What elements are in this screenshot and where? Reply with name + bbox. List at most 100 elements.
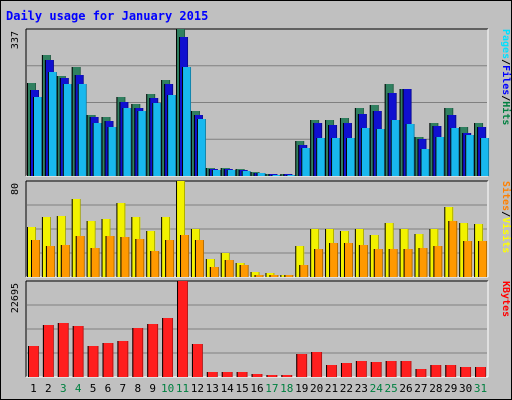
x-tick-label-4: 4 <box>75 382 82 395</box>
x-tick-label-9: 9 <box>149 382 156 395</box>
chart-title: Daily usage for January 2015 <box>6 9 208 23</box>
bar-pages-18 <box>286 175 296 176</box>
x-tick-label-28: 28 <box>429 382 442 395</box>
x-tick-label-13: 13 <box>206 382 219 395</box>
bar-pages-14 <box>226 170 236 176</box>
x-tick-label-18: 18 <box>280 382 293 395</box>
bar-pages-4 <box>77 84 87 176</box>
bar-sites-19 <box>299 265 309 277</box>
bar-kbytes-16 <box>251 374 263 377</box>
bar-pages-31 <box>480 138 490 176</box>
bar-sites-13 <box>209 267 219 277</box>
bar-sites-20 <box>314 249 324 277</box>
bar-kbytes-20 <box>311 352 323 377</box>
bar-kbytes-31 <box>475 367 486 377</box>
bar-visits-11 <box>176 181 186 277</box>
bar-kbytes-9 <box>147 324 159 377</box>
legend-entry: / <box>500 59 511 65</box>
bar-pages-30 <box>465 135 475 176</box>
bar-kbytes-12 <box>191 344 203 377</box>
bar-kbytes-11 <box>177 281 188 377</box>
legend-visits_sites: Sites/Visits <box>500 181 512 253</box>
bar-pages-12 <box>196 119 206 176</box>
x-tick-label-25: 25 <box>385 382 398 395</box>
bar-kbytes-24 <box>370 362 382 377</box>
bar-sites-21 <box>329 243 339 277</box>
x-tick-label-14: 14 <box>221 382 235 395</box>
bar-pages-7 <box>122 108 132 176</box>
bar-kbytes-27 <box>415 369 427 377</box>
bar-pages-20 <box>316 138 326 176</box>
bar-pages-21 <box>331 138 341 176</box>
bar-kbytes-25 <box>385 361 397 377</box>
bar-sites-16 <box>254 275 264 277</box>
bar-pages-13 <box>211 170 221 176</box>
bar-sites-31 <box>478 241 488 277</box>
legend-hits_files_pages: Pages/Files/Hits <box>500 29 512 125</box>
bar-sites-7 <box>120 237 130 277</box>
x-tick-label-29: 29 <box>444 382 457 395</box>
bar-visits-19 <box>295 246 305 277</box>
bar-pages-6 <box>107 127 117 176</box>
x-tick-label-27: 27 <box>414 382 427 395</box>
bar-pages-25 <box>390 120 400 176</box>
bar-pages-23 <box>360 128 370 176</box>
bar-sites-1 <box>31 240 40 277</box>
bar-kbytes-15 <box>236 372 248 377</box>
x-tick-label-1: 1 <box>30 382 37 395</box>
x-tick-label-30: 30 <box>459 382 472 395</box>
bar-kbytes-30 <box>460 367 472 377</box>
bar-sites-25 <box>388 249 398 277</box>
bar-sites-18 <box>284 275 294 277</box>
bar-pages-24 <box>375 129 385 176</box>
legend-entry: Hits <box>500 101 512 125</box>
bar-pages-16 <box>256 173 266 176</box>
bar-sites-6 <box>105 236 115 277</box>
bar-kbytes-5 <box>87 346 99 377</box>
bar-sites-12 <box>194 240 204 277</box>
bar-sites-23 <box>358 245 368 277</box>
bar-pages-10 <box>167 95 177 176</box>
x-tick-label-24: 24 <box>370 382 384 395</box>
bar-kbytes-8 <box>132 328 144 377</box>
legend-entry: / <box>500 95 511 101</box>
x-tick-label-8: 8 <box>134 382 141 395</box>
bar-visits-16 <box>250 272 260 277</box>
bar-sites-26 <box>403 249 413 277</box>
bar-pages-15 <box>241 171 251 176</box>
bar-sites-5 <box>90 248 100 277</box>
bar-pages-9 <box>152 103 162 176</box>
x-tick-label-16: 16 <box>250 382 263 395</box>
bar-pages-11 <box>182 67 192 176</box>
bar-sites-8 <box>135 239 145 277</box>
bar-pages-8 <box>137 111 147 176</box>
bar-pages-22 <box>345 138 355 176</box>
bar-kbytes-4 <box>72 326 84 377</box>
bar-kbytes-6 <box>102 343 114 377</box>
x-tick-label-3: 3 <box>60 382 67 395</box>
bar-kbytes-26 <box>400 361 412 377</box>
bar-sites-24 <box>373 249 383 277</box>
bar-kbytes-23 <box>355 361 367 377</box>
legend-entry: Visits <box>500 217 512 253</box>
x-tick-label-17: 17 <box>265 382 278 395</box>
bar-pages-17 <box>271 175 281 176</box>
bar-sites-29 <box>448 221 458 277</box>
legend-entry: KBytes <box>500 281 511 317</box>
x-tick-label-10: 10 <box>161 382 174 395</box>
bar-pages-1 <box>33 97 42 176</box>
bar-sites-15 <box>239 265 249 277</box>
bar-pages-5 <box>92 123 102 176</box>
bar-kbytes-17 <box>266 375 278 377</box>
x-tick-label-2: 2 <box>45 382 52 395</box>
bar-sites-14 <box>224 260 234 277</box>
bar-kbytes-22 <box>340 363 352 377</box>
bar-kbytes-14 <box>221 372 233 377</box>
x-tick-label-26: 26 <box>399 382 412 395</box>
bar-pages-19 <box>301 148 311 176</box>
bar-sites-2 <box>45 246 55 277</box>
legend-entry: Files <box>500 65 512 95</box>
bar-sites-27 <box>418 248 428 277</box>
y-max-label-kbytes: 22695 <box>10 283 21 313</box>
